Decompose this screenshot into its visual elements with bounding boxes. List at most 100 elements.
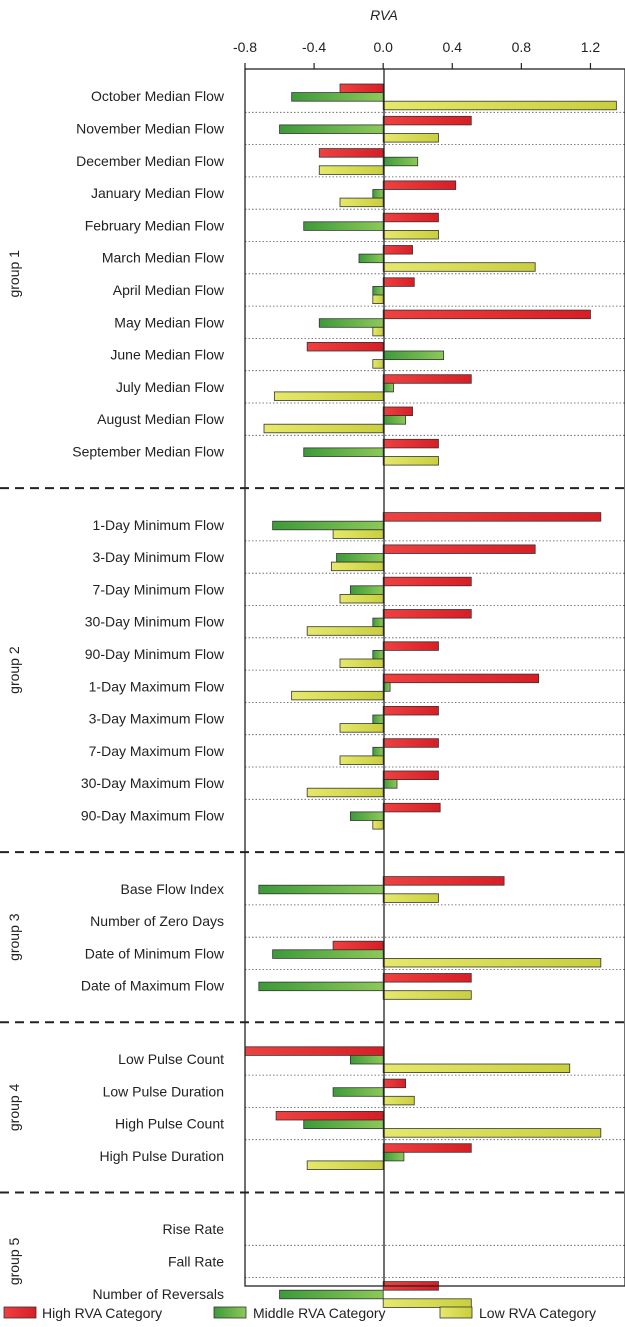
legend-swatch-low (439, 1306, 473, 1319)
bar-low (382, 262, 536, 272)
category-label: Date of Minimum Flow (85, 945, 225, 961)
bar-high (332, 940, 384, 951)
bar-middle (332, 1087, 384, 1097)
bar-middle (349, 1055, 384, 1065)
group-label: group 2 (6, 646, 22, 694)
category-label: Base Flow Index (121, 881, 225, 897)
bar-middle (372, 189, 384, 199)
bar-middle (303, 221, 384, 231)
bar-low (382, 893, 439, 903)
bar-low (306, 1160, 384, 1170)
bar-low (382, 1128, 602, 1138)
bar-high (382, 576, 472, 587)
x-tick-label: 0.4 (443, 39, 463, 55)
category-label: Rise Rate (163, 1221, 225, 1237)
group-label: group 3 (6, 913, 22, 961)
bar-high (382, 512, 602, 522)
category-label: Number of Zero Days (90, 913, 224, 929)
category-label: Low Pulse Count (118, 1051, 224, 1067)
bar-low (382, 100, 617, 111)
bar-middle (272, 949, 384, 959)
bar-high (382, 544, 536, 554)
bar-middle (336, 553, 384, 563)
bar-high (382, 706, 439, 716)
bar-high (382, 973, 472, 983)
bar-high (382, 609, 472, 619)
bar-low (339, 594, 384, 604)
bar-low (318, 165, 384, 175)
bar-middle (382, 779, 398, 789)
bar-middle (382, 415, 407, 425)
bar-high (318, 148, 384, 158)
category-label: July Median Flow (116, 379, 225, 395)
category-label: Low Pulse Duration (103, 1083, 224, 1099)
group-label: group 4 (6, 1083, 22, 1131)
bar-high (275, 1111, 384, 1121)
bar-high (382, 673, 540, 684)
bar-high (382, 1078, 407, 1089)
bar-high (382, 438, 439, 449)
legend-label-low: Low RVA Category (479, 1305, 596, 1321)
legend-swatch-high (3, 1306, 37, 1319)
x-tick-label: -0.4 (302, 39, 326, 55)
bar-middle (382, 350, 445, 361)
bar-low (382, 990, 472, 1000)
bar-high (382, 641, 439, 651)
bar-middle (303, 1119, 384, 1130)
bar-high (382, 180, 457, 190)
category-label: High Pulse Duration (99, 1148, 224, 1164)
bar-low (382, 1063, 571, 1074)
bar-middle (349, 811, 384, 821)
category-label: 1-Day Maximum Flow (89, 678, 225, 694)
bar-high (382, 738, 439, 748)
bar-low (339, 658, 384, 669)
x-tick-label: -0.8 (233, 39, 257, 55)
bar-high (382, 115, 472, 126)
bar-low (372, 294, 384, 305)
bar-middle (382, 156, 419, 167)
x-axis-ticks: -0.8 -0.4 0.0 0.4 0.8 1.2 (233, 39, 600, 69)
category-label: Fall Rate (168, 1253, 224, 1269)
bar-low (382, 456, 439, 466)
category-label: 90-Day Minimum Flow (85, 646, 225, 662)
x-tick-label: 0.8 (512, 39, 532, 55)
bar-low (382, 133, 439, 143)
bar-low (306, 787, 384, 798)
chart-rows: October Median Flow November Median Flow D… (72, 88, 625, 1302)
bar-low (339, 197, 384, 208)
bar-middle (372, 714, 384, 725)
category-label: February Median Flow (85, 217, 225, 233)
category-label: January Median Flow (91, 185, 225, 201)
bar-high (382, 1143, 472, 1153)
category-label: December Median Flow (76, 153, 225, 169)
bar-low (332, 529, 384, 539)
bar-middle (279, 124, 384, 134)
category-label: 7-Day Maximum Flow (89, 743, 225, 759)
bar-high (382, 406, 413, 417)
bar-low (339, 723, 384, 733)
group-label: group 1 (6, 250, 22, 298)
category-label: 1-Day Minimum Flow (93, 517, 225, 533)
category-label: May Median Flow (114, 314, 225, 330)
bar-high (382, 770, 439, 781)
bar-low (273, 391, 384, 401)
bar-middle (349, 585, 384, 595)
bar-high (382, 802, 441, 813)
bar-high (244, 1046, 384, 1056)
bar-low (382, 229, 439, 240)
category-label: 3-Day Minimum Flow (93, 549, 225, 565)
bar-middle (303, 447, 384, 457)
x-tick-label: 1.2 (581, 39, 601, 55)
bar-middle (258, 981, 384, 992)
bar-middle (382, 682, 391, 692)
category-label: September Median Flow (72, 443, 225, 459)
bar-middle (382, 382, 394, 393)
bar-low (382, 958, 602, 968)
bar-low (330, 561, 384, 572)
chart-bars (244, 83, 617, 1308)
bar-high (306, 341, 384, 352)
bar-low (382, 1095, 415, 1106)
category-label: 30-Day Minimum Flow (85, 614, 225, 630)
group-label: group 5 (6, 1237, 22, 1285)
